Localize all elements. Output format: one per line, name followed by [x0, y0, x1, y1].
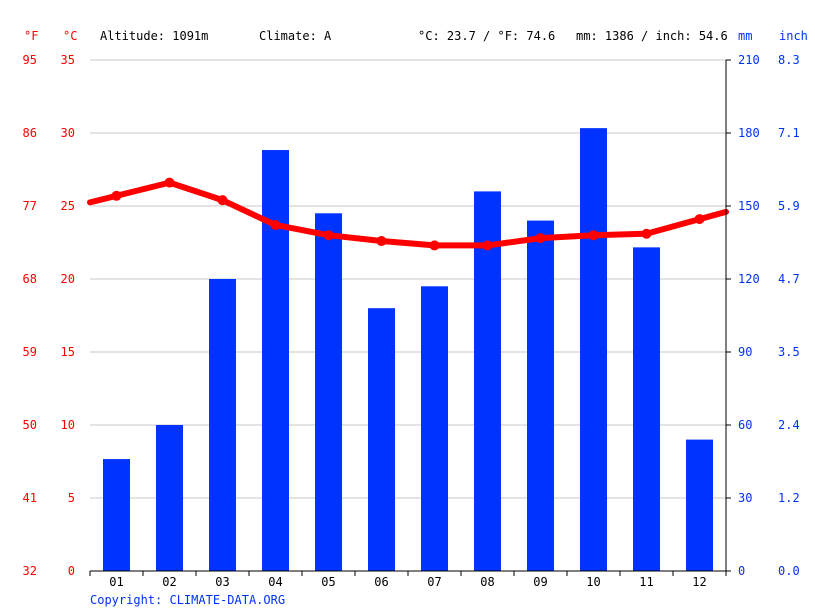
inch-tick-label: 7.1 [778, 126, 800, 140]
month-tick-label: 05 [321, 575, 335, 589]
inch-tick-label: 8.3 [778, 53, 800, 67]
temperature-point [164, 177, 175, 188]
month-tick-label: 10 [586, 575, 600, 589]
tick-labels: 32 0 0 0.041 5 30 1.250 10 60 2.459 15 90 3.568 20 120… [23, 53, 800, 589]
temperature-point [694, 214, 705, 225]
temperature-point [323, 230, 334, 241]
inch-tick-label: 3.5 [778, 345, 800, 359]
precipitation-bar [368, 308, 395, 571]
mm-tick-label: 120 [738, 272, 760, 286]
celsius-tick-label: 35 [61, 53, 75, 67]
average-temperature-label: °C: 23.7 / °F: 74.6 [418, 29, 555, 43]
mm-tick-label: 90 [738, 345, 752, 359]
celsius-tick-label: 20 [61, 272, 75, 286]
temperature-line [87, 177, 729, 251]
temperature-point [535, 233, 546, 244]
gridlines [90, 59, 726, 499]
month-tick-label: 01 [109, 575, 123, 589]
month-tick-label: 07 [427, 575, 441, 589]
fahrenheit-tick-label: 86 [23, 126, 37, 140]
precipitation-bar [686, 439, 713, 571]
fahrenheit-tick-label: 95 [23, 53, 37, 67]
mm-tick-label: 60 [738, 418, 752, 432]
precipitation-bar [580, 128, 607, 571]
mm-tick-label: 150 [738, 199, 760, 213]
month-tick-label: 08 [480, 575, 494, 589]
climate-class-label: Climate: A [259, 29, 332, 43]
month-tick-label: 04 [268, 575, 282, 589]
celsius-tick-label: 25 [61, 199, 75, 213]
inch-tick-label: 5.9 [778, 199, 800, 213]
temperature-point [429, 240, 440, 251]
inch-tick-label: 1.2 [778, 491, 800, 505]
celsius-tick-label: 5 [68, 491, 75, 505]
temperature-point [217, 195, 228, 206]
fahrenheit-tick-label: 41 [23, 491, 37, 505]
month-tick-label: 02 [162, 575, 176, 589]
mm-unit-label: mm [738, 29, 752, 43]
month-tick-label: 06 [374, 575, 388, 589]
inch-tick-label: 2.4 [778, 418, 800, 432]
precipitation-bar [262, 150, 289, 572]
temperature-series-line [87, 179, 729, 249]
celsius-tick-label: 15 [61, 345, 75, 359]
mm-tick-label: 0 [738, 564, 745, 578]
month-tick-label: 11 [639, 575, 653, 589]
temperature-point [270, 219, 281, 230]
precipitation-bar [633, 247, 660, 571]
precipitation-bars [103, 128, 713, 572]
precipitation-bar [474, 191, 501, 571]
month-tick-label: 12 [692, 575, 706, 589]
temperature-point [641, 228, 652, 239]
celsius-tick-label: 0 [68, 564, 75, 578]
inch-tick-label: 4.7 [778, 272, 800, 286]
celsius-unit-label: °C [63, 29, 77, 43]
precipitation-bar [527, 220, 554, 571]
mm-tick-label: 30 [738, 491, 752, 505]
month-tick-label: 03 [215, 575, 229, 589]
temperature-point [111, 190, 122, 201]
temperature-point [482, 240, 493, 251]
annual-precipitation-label: mm: 1386 / inch: 54.6 [576, 29, 728, 43]
temperature-point [376, 236, 387, 247]
fahrenheit-unit-label: °F [24, 29, 38, 43]
temperature-point [588, 230, 599, 241]
fahrenheit-tick-label: 50 [23, 418, 37, 432]
mm-tick-label: 210 [738, 53, 760, 67]
precipitation-bar [209, 279, 236, 571]
axes [89, 59, 731, 576]
fahrenheit-tick-label: 68 [23, 272, 37, 286]
precipitation-bar [103, 459, 130, 571]
celsius-tick-label: 30 [61, 126, 75, 140]
precipitation-bar [156, 425, 183, 571]
inch-tick-label: 0.0 [778, 564, 800, 578]
mm-tick-label: 180 [738, 126, 760, 140]
fahrenheit-tick-label: 77 [23, 199, 37, 213]
copyright-label: Copyright: CLIMATE-DATA.ORG [90, 593, 285, 607]
inch-unit-label: inch [779, 29, 808, 43]
precipitation-bar [315, 213, 342, 572]
celsius-tick-label: 10 [61, 418, 75, 432]
month-tick-label: 09 [533, 575, 547, 589]
altitude-label: Altitude: 1091m [100, 29, 208, 43]
fahrenheit-tick-label: 59 [23, 345, 37, 359]
precipitation-bar [421, 286, 448, 571]
fahrenheit-tick-label: 32 [23, 564, 37, 578]
